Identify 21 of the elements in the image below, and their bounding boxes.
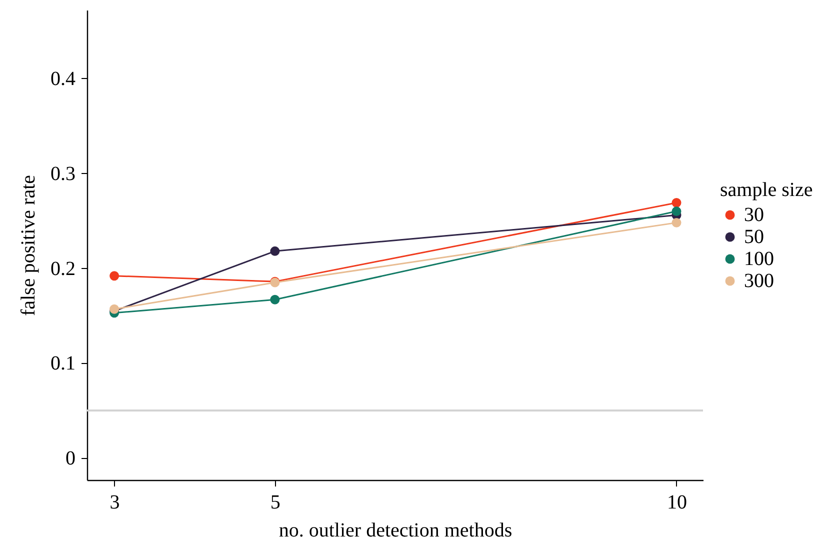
y-tick-label: 0.1 (50, 352, 76, 375)
x-tick-label: 10 (666, 492, 687, 514)
point (270, 294, 280, 304)
legend-title: sample size (720, 179, 813, 201)
legend-label: 30 (744, 204, 764, 226)
y-axis-title: false positive rate (18, 174, 40, 316)
point (270, 246, 280, 256)
x-tick-label: 3 (110, 492, 120, 514)
y-tick-label: 0.3 (50, 162, 76, 185)
y-tick-label: 0.2 (50, 258, 76, 280)
point (672, 198, 682, 208)
y-tick-label: 0 (66, 448, 76, 470)
x-axis-title: no. outlier detection methods (278, 520, 512, 539)
legend-label: 50 (744, 226, 764, 248)
x-tick-label: 5 (270, 492, 280, 514)
point (672, 218, 682, 228)
point (110, 271, 120, 281)
point (672, 206, 682, 216)
legend-label: 100 (744, 248, 774, 270)
y-tick-label: 0.4 (50, 68, 76, 90)
legend-label: 300 (744, 270, 774, 292)
